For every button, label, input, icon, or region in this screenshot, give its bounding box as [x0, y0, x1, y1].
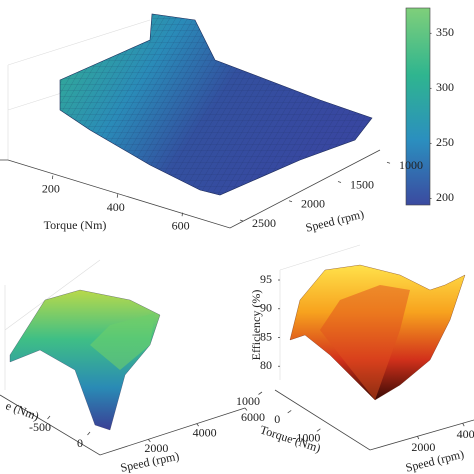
tick-mark: [244, 407, 248, 411]
tick-mark: [416, 435, 420, 440]
tick-label: 2000: [411, 440, 435, 454]
y-label: Speed (rpm): [304, 207, 365, 235]
tick-label: 1500: [350, 177, 374, 191]
tick-label: -500: [29, 420, 51, 434]
tick-label: 200: [436, 190, 454, 204]
frame: [4, 259, 101, 390]
tick-mark: [288, 200, 293, 203]
axis: [274, 389, 474, 451]
tick-mark: [386, 161, 391, 164]
colorbar: [405, 7, 431, 206]
tick-label: 6000: [241, 410, 265, 424]
tick-label: 2000: [301, 197, 325, 211]
surface-ridge: [90, 313, 155, 370]
tick-mark: [239, 219, 244, 222]
tick-mark: [287, 410, 292, 414]
tick-mark: [258, 391, 263, 395]
tick-label: 90: [260, 301, 272, 315]
tick-mark: [181, 212, 183, 217]
tick-label: 85: [260, 329, 272, 343]
tick-mark: [462, 423, 465, 427]
tick-label: 0: [77, 436, 83, 450]
tick-mark: [116, 194, 119, 198]
tick-mark: [51, 175, 54, 180]
x-label: Torque (Nm): [44, 218, 107, 232]
frame: [279, 244, 361, 380]
tick-label: 2000: [144, 441, 168, 455]
tick-label: 400: [107, 200, 125, 214]
tick-label: 80: [260, 358, 272, 372]
tick-label: 4000: [457, 427, 474, 441]
surface-mesh: [60, 14, 372, 195]
tick-label: 0: [274, 412, 280, 426]
tick-label: 250: [436, 135, 454, 149]
tick-mark: [148, 439, 151, 443]
tick-mark: [87, 431, 91, 436]
z-label: Efficiency (%): [249, 290, 263, 361]
tick-label: 95: [260, 272, 272, 286]
tick-mark: [196, 423, 199, 427]
tick-label: 1000: [236, 394, 260, 408]
tick-label: 300: [436, 80, 454, 94]
tick-mark: [337, 181, 342, 183]
tick-label: 2500: [252, 216, 276, 230]
tick-label: 200: [42, 181, 60, 195]
tick-label: 350: [436, 25, 454, 39]
tick-label: 1000: [399, 158, 423, 172]
tick-label: -1000: [292, 431, 320, 445]
tick-mark: [47, 415, 51, 420]
tick-label: 4000: [193, 425, 217, 439]
axis: [0, 149, 381, 229]
tick-label: 600: [172, 218, 190, 232]
surface-ridge: [320, 285, 410, 400]
tick-mark: [316, 428, 321, 432]
